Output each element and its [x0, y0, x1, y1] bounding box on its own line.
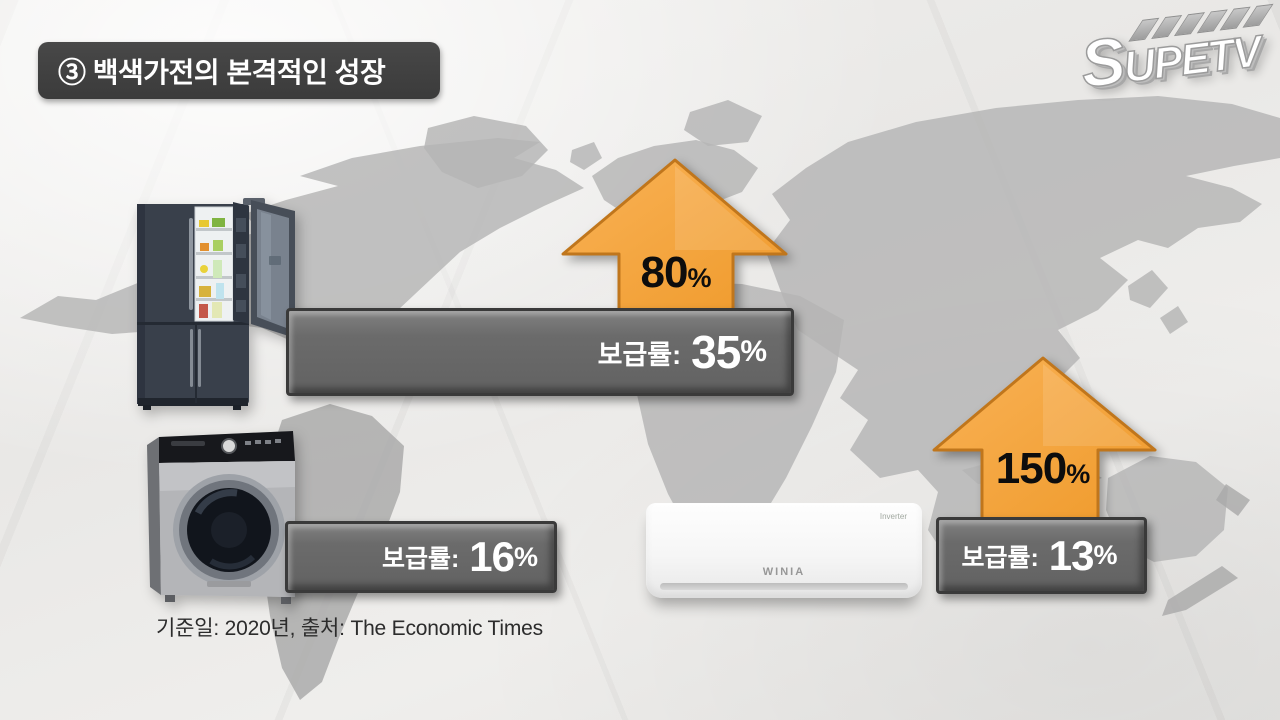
map-new-zealand	[1216, 484, 1250, 516]
penetration-value: 16	[469, 533, 515, 580]
growth-value: 150	[995, 444, 1067, 493]
ac-brand-label: WINIA	[762, 566, 806, 578]
page-title: ③ 백색가전의 본격적인 성장	[58, 56, 386, 88]
growth-unit: %	[1066, 459, 1091, 489]
penetration-bar-refrigerator: 보급률: 35 %	[286, 308, 794, 396]
ac-vent	[660, 583, 908, 590]
logo-text: SUPETV	[1076, 22, 1263, 102]
penetration-label: 보급률:	[381, 545, 460, 573]
penetration-unit: %	[1093, 540, 1118, 570]
penetration-label: 보급률:	[597, 339, 682, 370]
title-badge: ③ 백색가전의 본격적인 성장	[38, 42, 440, 99]
growth-up-arrow-air-conditioner	[932, 356, 1157, 520]
map-uk	[570, 142, 602, 170]
penetration-label: 보급률:	[961, 543, 1039, 572]
growth-label-air-conditioner: 150%	[967, 444, 1119, 494]
penetration-unit: %	[740, 335, 767, 368]
growth-value: 80	[640, 248, 689, 297]
ac-inverter-badge: Inverter	[879, 512, 907, 521]
penetration-bar-washing-machine: 보급률: 16 %	[285, 521, 557, 593]
penetration-unit: %	[513, 541, 538, 572]
penetration-bar-air-conditioner: 보급률: 13 %	[936, 517, 1147, 594]
map-japan-2	[1160, 306, 1188, 334]
washing-machine-image	[147, 431, 295, 604]
map-greenland	[424, 116, 548, 188]
growth-up-arrow-refrigerator	[561, 158, 788, 315]
penetration-value: 13	[1048, 531, 1095, 579]
penetration-value: 35	[691, 326, 741, 378]
map-asia	[766, 96, 1280, 560]
map-new-zealand-2	[1162, 566, 1238, 616]
map-scandinavia	[684, 100, 762, 146]
refrigerator-image	[137, 198, 295, 410]
source-note: 기준일: 2020년, 출처: The Economic Times	[156, 617, 543, 640]
map-japan	[1128, 270, 1168, 308]
growth-label-refrigerator: 80%	[600, 248, 752, 298]
air-conditioner-image: Inverter WINIA	[646, 503, 922, 598]
growth-unit: %	[687, 263, 712, 293]
